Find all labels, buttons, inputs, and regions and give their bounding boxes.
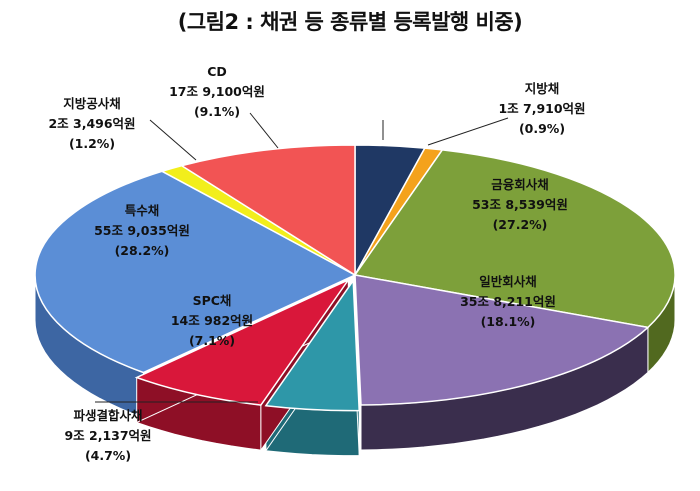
slice-label-percent-label-4: (4.7%) <box>85 448 131 463</box>
slice-label-percent-label-6: (28.2%) <box>115 243 170 258</box>
slice-label-amount-3: 35조 8,211억원 <box>460 294 556 309</box>
pie-slice-2 <box>353 149 676 329</box>
slice-label-percent-label-3: (18.1%) <box>481 314 536 329</box>
slice-label-amount-5: 14조 982억원 <box>171 313 253 328</box>
slice-label-name-4: 파생결합사채 <box>73 408 142 423</box>
slice-label-percent-label-1: (0.9%) <box>519 121 565 136</box>
slice-label-name-7: 지방공사채 <box>63 96 121 111</box>
leader-lines <box>95 112 509 403</box>
leader-line-1 <box>427 117 509 146</box>
slice-label-percent-label-5: (7.1%) <box>189 333 235 348</box>
slice-label-percent-label-2: (27.2%) <box>493 217 548 232</box>
slice-label-amount-7: 2조 3,496억원 <box>48 116 135 131</box>
pie-slice-8 <box>179 144 356 277</box>
slice-label-amount-6: 55조 9,035억원 <box>94 223 190 238</box>
slice-label-name-2: 금융회사채 <box>491 177 549 192</box>
chart-title: (그림2 : 채권 등 종류별 등록발행 비중) <box>177 10 523 34</box>
slice-label-amount-2: 53조 8,539억원 <box>472 197 568 212</box>
slice-label-amount-1: 1조 7,910억원 <box>498 101 585 116</box>
slice-label-name-6: 특수채 <box>125 203 160 218</box>
leader-line-8 <box>249 112 279 149</box>
slice-label-amount-0: 6조 9,547억원 <box>341 80 428 95</box>
slice-label-name-1: 지방채 <box>525 81 560 96</box>
slice-label-name-0: 국민주택채 <box>356 60 414 75</box>
pie-top-faces <box>34 144 676 412</box>
pie-slice-4 <box>264 278 360 412</box>
slice-label-amount-4: 9조 2,137억원 <box>64 428 151 443</box>
slice-label-percent-label-8: (9.1%) <box>194 104 240 119</box>
slice-label-percent-label-0: (3.5%) <box>362 100 408 115</box>
slice-label-amount-8: 17조 9,100억원 <box>169 84 265 99</box>
slice-label-percent-label-7: (1.2%) <box>69 136 115 151</box>
pie-slice-6 <box>34 170 357 374</box>
slice-label-name-3: 일반회사채 <box>479 274 537 289</box>
pie-slice-3 <box>354 274 650 406</box>
pie-slice-5 <box>134 278 351 406</box>
slice-label-name-5: SPC채 <box>193 293 232 308</box>
slice-labels: 국민주택채 6조 9,547억원 (3.5%) 지방채 1조 7,910억원 (0.9%)… <box>48 60 585 463</box>
leader-line-7 <box>149 119 197 161</box>
slice-label-name-8: CD <box>207 64 227 79</box>
